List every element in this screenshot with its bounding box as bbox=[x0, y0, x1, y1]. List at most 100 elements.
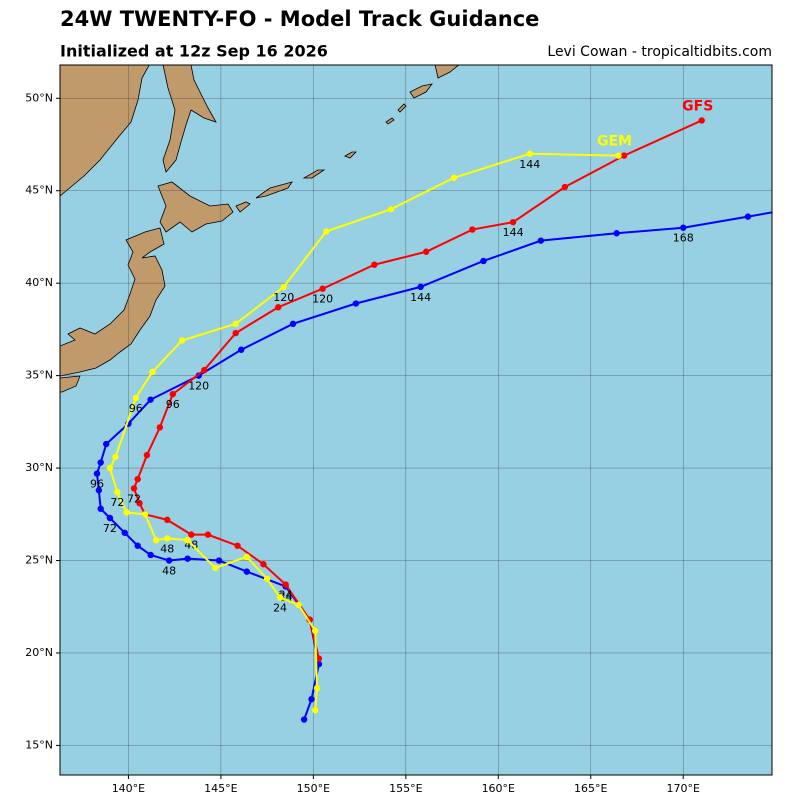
land-mass bbox=[344, 151, 357, 159]
track-point bbox=[147, 551, 154, 559]
land-mass bbox=[60, 65, 150, 197]
land-mass bbox=[385, 117, 395, 125]
forecast-hour-label: 48 bbox=[160, 542, 174, 555]
y-tick-label: 45°N bbox=[25, 184, 53, 197]
track-point bbox=[417, 283, 424, 291]
x-tick-label: 145°E bbox=[204, 782, 237, 795]
track-point bbox=[371, 261, 378, 268]
track-line bbox=[108, 152, 619, 711]
track-point bbox=[450, 174, 458, 181]
track-point bbox=[308, 695, 315, 703]
track-point bbox=[300, 716, 308, 723]
track-point bbox=[97, 459, 104, 466]
track-point bbox=[184, 555, 191, 562]
track-point bbox=[123, 509, 130, 516]
x-tick-label: 155°E bbox=[389, 782, 422, 795]
forecast-hour-label: 72 bbox=[127, 492, 141, 505]
land-mass bbox=[157, 181, 234, 233]
track-point bbox=[232, 320, 239, 328]
track-point bbox=[680, 224, 687, 231]
forecast-hour-label: 144 bbox=[503, 226, 524, 239]
track-point bbox=[315, 655, 323, 662]
track-point bbox=[97, 505, 104, 512]
ocean bbox=[60, 65, 772, 775]
chart-subtitle: Initialized at 12z Sep 16 2026 bbox=[60, 42, 328, 61]
track-point bbox=[134, 475, 141, 483]
track-point bbox=[134, 542, 141, 549]
track-point bbox=[620, 152, 628, 159]
forecast-hour-label: 120 bbox=[312, 293, 333, 306]
track-point bbox=[312, 627, 319, 634]
track-point bbox=[132, 394, 140, 402]
x-tick-label: 165°E bbox=[574, 782, 607, 795]
track-point bbox=[260, 561, 267, 568]
land-mass bbox=[60, 227, 166, 377]
y-tick-label: 25°N bbox=[25, 554, 53, 567]
x-tick-label: 150°E bbox=[297, 782, 330, 795]
track-point bbox=[164, 535, 171, 542]
x-tick-label: 160°E bbox=[482, 782, 515, 795]
credit: Levi Cowan - tropicaltidbits.com bbox=[547, 44, 772, 60]
track-point bbox=[93, 470, 101, 477]
y-tick-label: 40°N bbox=[25, 276, 53, 289]
track-point bbox=[169, 390, 177, 398]
track-point bbox=[280, 283, 287, 291]
model-label: GFS bbox=[682, 98, 713, 114]
track-point bbox=[130, 485, 138, 492]
track-point bbox=[744, 213, 752, 220]
track-point bbox=[106, 514, 114, 522]
forecast-hour-label: 72 bbox=[110, 496, 124, 509]
grid: 140°E 145°E 150°E 155°E 160°E 165°E 170°E 15°N 2… bbox=[25, 65, 772, 795]
y-tick-label: 20°N bbox=[25, 646, 53, 659]
track-point bbox=[184, 536, 191, 544]
track-point bbox=[112, 453, 119, 461]
forecast-hour-label: 120 bbox=[273, 291, 294, 304]
track-point bbox=[526, 150, 533, 157]
forecast-hour-label: 96 bbox=[166, 398, 180, 411]
forecast-hour-label: 144 bbox=[410, 291, 431, 304]
track-point bbox=[319, 285, 326, 292]
forecast-hour-label: 144 bbox=[519, 158, 540, 171]
track-point bbox=[103, 440, 110, 448]
track-point bbox=[149, 368, 156, 376]
track-point bbox=[114, 488, 121, 496]
track-point bbox=[204, 531, 212, 538]
track-point bbox=[509, 218, 517, 226]
track-point bbox=[312, 707, 319, 714]
track-point bbox=[234, 542, 241, 549]
land-mass bbox=[60, 375, 81, 393]
track-point bbox=[232, 329, 239, 337]
track-point bbox=[188, 531, 195, 538]
model-label: GEM bbox=[597, 134, 632, 150]
y-tick-label: 35°N bbox=[25, 369, 53, 382]
y-tick-label: 50°N bbox=[25, 91, 53, 104]
track-point bbox=[615, 152, 622, 159]
track-point bbox=[469, 226, 476, 233]
track-point bbox=[282, 581, 289, 588]
track-point bbox=[212, 564, 219, 572]
track-point bbox=[275, 304, 282, 311]
track-point bbox=[561, 183, 569, 191]
track-point bbox=[215, 557, 223, 564]
land-mass bbox=[162, 65, 217, 173]
track-point bbox=[295, 601, 302, 609]
track-point bbox=[178, 337, 186, 344]
x-tick-label: 170°E bbox=[667, 782, 700, 795]
track-point bbox=[106, 464, 114, 472]
track-point bbox=[165, 557, 173, 564]
track-point bbox=[147, 396, 154, 403]
track-point bbox=[201, 366, 208, 374]
track-point bbox=[136, 500, 143, 507]
track-point bbox=[698, 117, 705, 124]
track-point bbox=[323, 228, 330, 235]
x-tick-label: 140°E bbox=[112, 782, 145, 795]
track-point bbox=[243, 553, 250, 561]
track-point bbox=[152, 536, 160, 544]
track-point bbox=[422, 248, 430, 255]
track-point bbox=[95, 487, 103, 494]
forecast-hour-label: 72 bbox=[103, 522, 117, 535]
chart-title: 24W TWENTY-FO - Model Track Guidance bbox=[60, 7, 539, 31]
track-point bbox=[387, 206, 395, 213]
y-tick-label: 30°N bbox=[25, 461, 53, 474]
